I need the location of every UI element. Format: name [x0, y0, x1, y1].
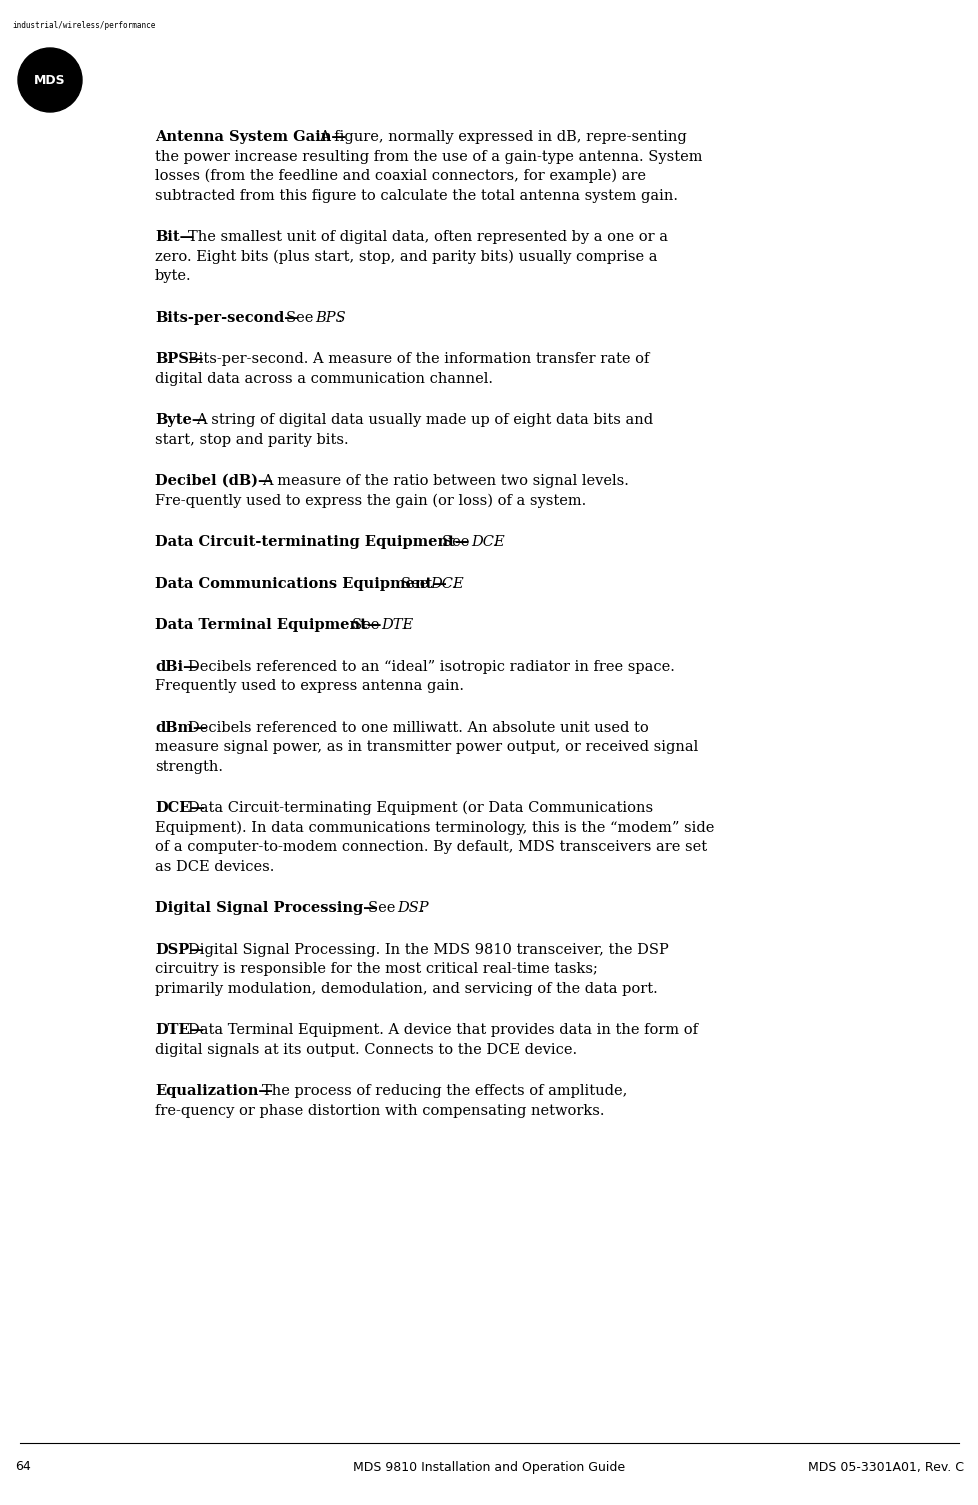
Text: See: See — [351, 619, 383, 632]
Text: MDS: MDS — [34, 74, 66, 86]
Text: DCE—: DCE— — [155, 801, 204, 816]
Text: subtracted from this figure to calculate the total antenna system gain.: subtracted from this figure to calculate… — [155, 188, 678, 203]
Text: See: See — [286, 310, 318, 325]
Text: Equalization—: Equalization— — [155, 1084, 273, 1099]
Text: Bit—: Bit— — [155, 230, 194, 244]
Text: strength.: strength. — [155, 760, 223, 774]
Text: .: . — [493, 534, 497, 549]
Text: Decibel (dB)—: Decibel (dB)— — [155, 474, 272, 488]
Text: .: . — [337, 310, 341, 325]
Text: digital data across a communication channel.: digital data across a communication chan… — [155, 372, 493, 385]
Text: Equipment). In data communications terminology, this is the “modem” side: Equipment). In data communications termi… — [155, 820, 714, 835]
Text: MDS 9810 Installation and Operation Guide: MDS 9810 Installation and Operation Guid… — [353, 1460, 625, 1473]
Text: The process of reducing the effects of amplitude,: The process of reducing the effects of a… — [261, 1084, 626, 1099]
Text: Bits-per-second. A measure of the information transfer rate of: Bits-per-second. A measure of the inform… — [188, 352, 648, 366]
Text: Decibels referenced to an “ideal” isotropic radiator in free space.: Decibels referenced to an “ideal” isotro… — [188, 659, 674, 674]
Text: dBm—: dBm— — [155, 721, 207, 734]
Text: primarily modulation, demodulation, and servicing of the data port.: primarily modulation, demodulation, and … — [155, 981, 657, 995]
Text: DCE: DCE — [429, 576, 464, 590]
Text: DCE: DCE — [470, 534, 505, 549]
Text: A string of digital data usually made up of eight data bits and: A string of digital data usually made up… — [196, 412, 652, 427]
Text: as DCE devices.: as DCE devices. — [155, 859, 274, 873]
Text: The smallest unit of digital data, often represented by a one or a: The smallest unit of digital data, often… — [188, 230, 667, 244]
Text: losses (from the feedline and coaxial connectors, for example) are: losses (from the feedline and coaxial co… — [155, 169, 645, 184]
Text: measure signal power, as in transmitter power output, or received signal: measure signal power, as in transmitter … — [155, 740, 697, 754]
Text: zero. Eight bits (plus start, stop, and parity bits) usually comprise a: zero. Eight bits (plus start, stop, and … — [155, 250, 657, 263]
Text: Data Communications Equipment—: Data Communications Equipment— — [155, 576, 446, 590]
Text: Data Circuit-terminating Equipment (or Data Communications: Data Circuit-terminating Equipment (or D… — [188, 801, 652, 816]
Text: .: . — [452, 576, 457, 590]
Text: industrial/wireless/performance: industrial/wireless/performance — [12, 21, 156, 30]
Text: 64: 64 — [15, 1460, 30, 1473]
Text: dBi—: dBi— — [155, 659, 198, 674]
Text: .: . — [403, 619, 407, 632]
Text: Frequently used to express antenna gain.: Frequently used to express antenna gain. — [155, 679, 464, 692]
Text: A figure, normally expressed in dB, repre-senting: A figure, normally expressed in dB, repr… — [319, 129, 686, 144]
Text: Data Terminal Equipment. A device that provides data in the form of: Data Terminal Equipment. A device that p… — [188, 1023, 697, 1037]
Text: Bits-per-second—: Bits-per-second— — [155, 310, 298, 325]
Text: Antenna System Gain—: Antenna System Gain— — [155, 129, 345, 144]
Text: fre-quency or phase distortion with compensating networks.: fre-quency or phase distortion with comp… — [155, 1103, 603, 1118]
Text: A measure of the ratio between two signal levels.: A measure of the ratio between two signa… — [261, 474, 628, 488]
Text: DSP: DSP — [397, 901, 428, 915]
Text: start, stop and parity bits.: start, stop and parity bits. — [155, 432, 348, 447]
Circle shape — [18, 48, 82, 111]
Text: See: See — [401, 576, 432, 590]
Text: BPS: BPS — [315, 310, 345, 325]
Text: of a computer-to-modem connection. By default, MDS transceivers are set: of a computer-to-modem connection. By de… — [155, 840, 706, 853]
Text: Digital Signal Processing. In the MDS 9810 transceiver, the DSP: Digital Signal Processing. In the MDS 98… — [188, 942, 668, 957]
Text: Decibels referenced to one milliwatt. An absolute unit used to: Decibels referenced to one milliwatt. An… — [188, 721, 647, 734]
Text: circuitry is responsible for the most critical real-time tasks;: circuitry is responsible for the most cr… — [155, 962, 598, 977]
Text: Digital Signal Processing—: Digital Signal Processing— — [155, 901, 378, 915]
Text: DTE: DTE — [380, 619, 413, 632]
Text: BPS—: BPS— — [155, 352, 203, 366]
Text: Byte—: Byte— — [155, 412, 206, 427]
Text: digital signals at its output. Connects to the DCE device.: digital signals at its output. Connects … — [155, 1043, 577, 1057]
Text: .: . — [419, 901, 423, 915]
Text: Data Terminal Equipment—: Data Terminal Equipment— — [155, 619, 381, 632]
Text: DSP—: DSP— — [155, 942, 203, 957]
Text: Data Circuit-terminating Equipment—: Data Circuit-terminating Equipment— — [155, 534, 468, 549]
Text: Fre-quently used to express the gain (or loss) of a system.: Fre-quently used to express the gain (or… — [155, 494, 586, 507]
Text: byte.: byte. — [155, 269, 192, 283]
Text: MDS 05-3301A01, Rev. C: MDS 05-3301A01, Rev. C — [807, 1460, 963, 1473]
Text: See: See — [368, 901, 400, 915]
Text: the power increase resulting from the use of a gain-type antenna. System: the power increase resulting from the us… — [155, 149, 702, 164]
Text: DTE—: DTE— — [155, 1023, 204, 1037]
Text: See: See — [441, 534, 473, 549]
